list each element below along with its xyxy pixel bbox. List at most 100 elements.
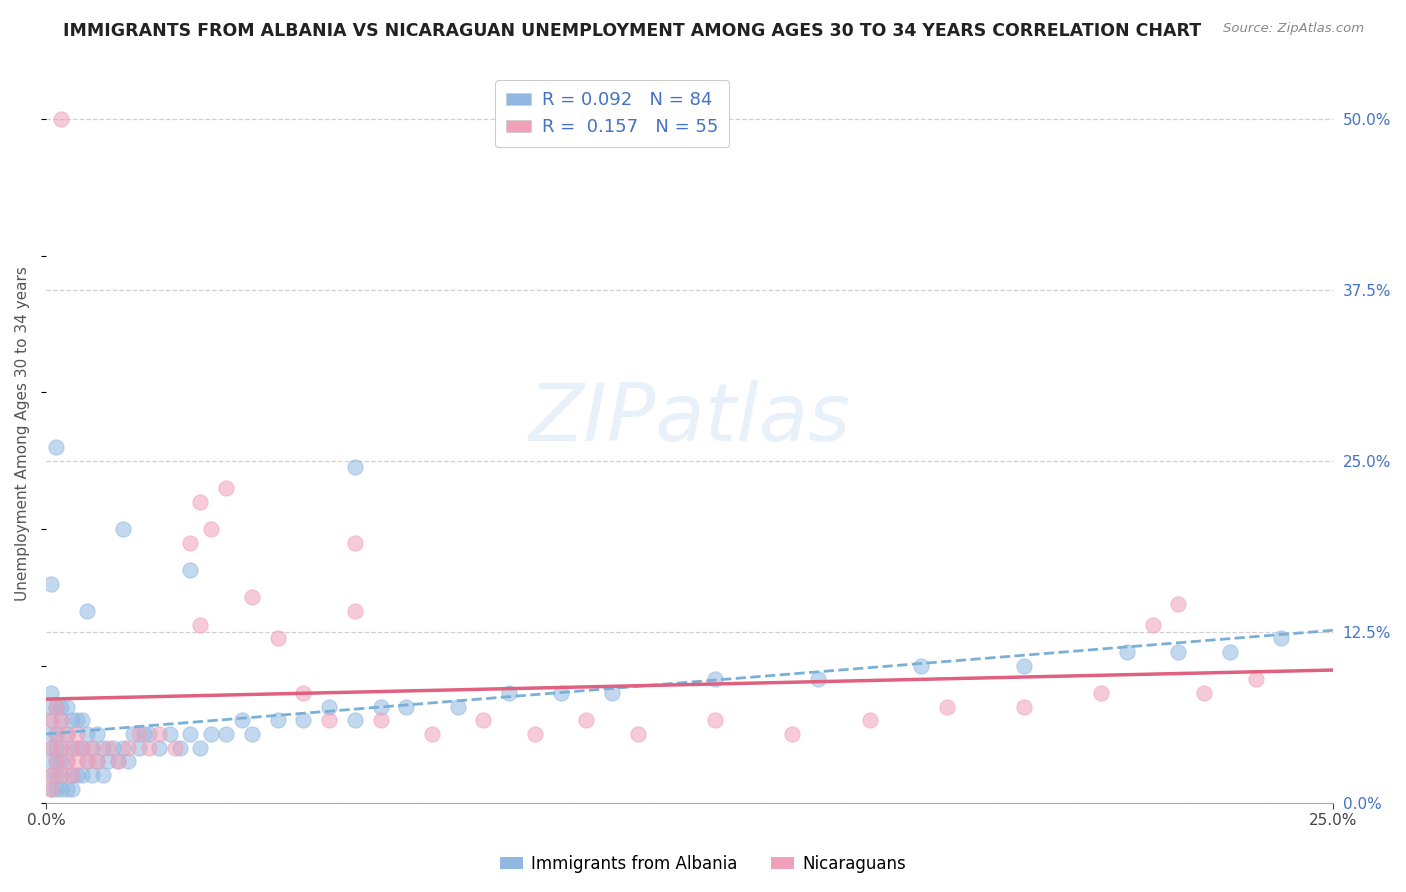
Point: [55, 755, 77, 769]
Point: [45, 699, 67, 714]
Point: [45, 755, 67, 769]
Point: [51, 768, 73, 782]
Point: [148, 740, 170, 755]
Point: [704, 714, 727, 728]
Point: [51, 755, 73, 769]
Point: [39, 686, 62, 700]
Point: [292, 714, 315, 728]
Point: [447, 699, 470, 714]
Point: [343, 535, 366, 549]
Point: [190, 617, 212, 632]
Point: [82, 768, 104, 782]
Point: [132, 727, 155, 741]
Point: [935, 699, 957, 714]
Point: [60, 740, 83, 755]
Point: [86, 727, 108, 741]
Point: [1012, 658, 1035, 673]
Point: [39, 576, 62, 591]
Point: [1167, 645, 1189, 659]
Point: [51, 112, 73, 126]
Point: [550, 686, 572, 700]
Point: [343, 604, 366, 618]
Point: [39, 740, 62, 755]
Point: [39, 768, 62, 782]
Point: [39, 699, 62, 714]
Point: [51, 740, 73, 755]
Point: [66, 740, 89, 755]
Point: [82, 740, 104, 755]
Point: [122, 727, 145, 741]
Point: [51, 699, 73, 714]
Point: [169, 740, 191, 755]
Point: [45, 768, 67, 782]
Point: [910, 658, 932, 673]
Point: [159, 727, 181, 741]
Point: [76, 604, 98, 618]
Point: [70, 714, 93, 728]
Point: [101, 740, 124, 755]
Point: [60, 768, 83, 782]
Point: [66, 768, 89, 782]
Point: [60, 740, 83, 755]
Y-axis label: Unemployment Among Ages 30 to 34 years: Unemployment Among Ages 30 to 34 years: [15, 266, 30, 600]
Legend: Immigrants from Albania, Nicaraguans: Immigrants from Albania, Nicaraguans: [494, 848, 912, 880]
Point: [45, 781, 67, 796]
Point: [97, 755, 120, 769]
Point: [91, 768, 114, 782]
Point: [39, 727, 62, 741]
Point: [343, 460, 366, 475]
Point: [782, 727, 804, 741]
Point: [179, 727, 201, 741]
Point: [138, 727, 160, 741]
Point: [39, 740, 62, 755]
Point: [51, 714, 73, 728]
Point: [266, 632, 288, 646]
Point: [370, 714, 392, 728]
Point: [107, 755, 129, 769]
Point: [86, 755, 108, 769]
Point: [807, 673, 830, 687]
Point: [82, 740, 104, 755]
Point: [179, 535, 201, 549]
Legend: R = 0.092   N = 84, R =  0.157   N = 55: R = 0.092 N = 84, R = 0.157 N = 55: [495, 80, 730, 147]
Point: [240, 591, 263, 605]
Text: IMMIGRANTS FROM ALBANIA VS NICARAGUAN UNEMPLOYMENT AMONG AGES 30 TO 34 YEARS COR: IMMIGRANTS FROM ALBANIA VS NICARAGUAN UN…: [63, 22, 1201, 40]
Point: [55, 755, 77, 769]
Text: Source: ZipAtlas.com: Source: ZipAtlas.com: [1223, 22, 1364, 36]
Point: [231, 714, 253, 728]
Point: [200, 727, 222, 741]
Point: [858, 714, 880, 728]
Point: [240, 727, 263, 741]
Point: [45, 755, 67, 769]
Point: [39, 755, 62, 769]
Point: [215, 727, 238, 741]
Point: [472, 714, 495, 728]
Point: [343, 714, 366, 728]
Point: [45, 699, 67, 714]
Point: [627, 727, 650, 741]
Point: [55, 781, 77, 796]
Point: [1012, 699, 1035, 714]
Point: [66, 714, 89, 728]
Point: [97, 740, 120, 755]
Point: [318, 699, 340, 714]
Point: [91, 740, 114, 755]
Point: [76, 755, 98, 769]
Point: [1270, 632, 1292, 646]
Point: [66, 727, 89, 741]
Point: [1090, 686, 1112, 700]
Point: [395, 699, 418, 714]
Point: [76, 727, 98, 741]
Point: [1115, 645, 1137, 659]
Point: [1219, 645, 1241, 659]
Point: [1192, 686, 1215, 700]
Point: [45, 727, 67, 741]
Point: [55, 699, 77, 714]
Point: [600, 686, 623, 700]
Point: [51, 714, 73, 728]
Point: [39, 714, 62, 728]
Point: [190, 740, 212, 755]
Point: [107, 755, 129, 769]
Point: [70, 740, 93, 755]
Point: [200, 522, 222, 536]
